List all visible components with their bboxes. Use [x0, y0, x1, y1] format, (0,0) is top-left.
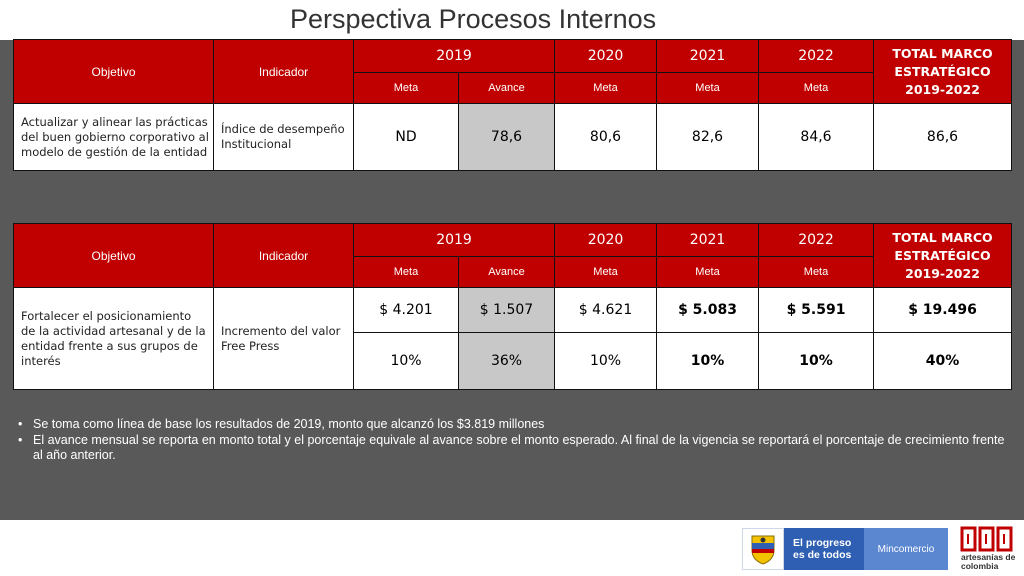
subheader-avance: Avance: [457, 256, 556, 288]
value-2019-meta: $ 4.201: [353, 287, 459, 333]
kpi-table-2: Objetivo Indicador 2019 2020 2021 2022 T…: [13, 223, 1013, 390]
value-total: 86,6: [873, 103, 1013, 171]
header-objetivo: Objetivo: [13, 39, 214, 104]
value-total: 40%: [873, 332, 1013, 390]
value-2019-avance: 36%: [457, 332, 556, 390]
value-2020-meta: $ 4.621: [554, 287, 658, 333]
ministry-label: Mincomercio: [864, 528, 948, 570]
value-2021-meta: 82,6: [656, 103, 760, 171]
notes-list: Se toma como línea de base los resultado…: [18, 417, 1008, 464]
value-2020-meta: 80,6: [554, 103, 658, 171]
indicador-cell: Índice de desempeño Institucional: [213, 103, 354, 171]
header-year-2020: 2020: [554, 39, 658, 73]
header-total: TOTAL MARCO ESTRATÉGICO 2019-2022: [873, 223, 1013, 288]
subheader-meta: Meta: [353, 256, 459, 288]
artesanias-brand-name: artesanías de colombia: [961, 552, 1016, 571]
government-logo-block: El progreso es de todos Mincomercio: [742, 528, 948, 570]
coat-of-arms-icon: [742, 528, 784, 570]
header-year-2020: 2020: [554, 223, 658, 257]
header-total: TOTAL MARCO ESTRATÉGICO 2019-2022: [873, 39, 1013, 104]
header-year-2022: 2022: [758, 39, 875, 73]
subheader-meta: Meta: [656, 256, 760, 288]
subheader-meta: Meta: [554, 256, 658, 288]
subheader-meta: Meta: [554, 72, 658, 104]
kpi-table-1: Objetivo Indicador 2019 2020 2021 2022 T…: [13, 39, 1013, 171]
header-year-2019: 2019: [352, 223, 556, 257]
objetivo-cell: Actualizar y alinear las prácticas del b…: [13, 103, 214, 171]
subheader-meta: Meta: [353, 72, 459, 104]
note-item: Se toma como línea de base los resultado…: [18, 417, 1008, 433]
value-2021-meta: 10%: [656, 332, 760, 390]
subheader-avance: Avance: [457, 72, 556, 104]
value-2022-meta: $ 5.591: [758, 287, 875, 333]
subheader-meta: Meta: [758, 72, 875, 104]
value-2019-meta: 10%: [353, 332, 459, 390]
gov-slogan: El progreso es de todos: [784, 528, 864, 570]
header-year-2019: 2019: [352, 39, 556, 73]
value-2019-avance: 78,6: [457, 103, 556, 171]
header-indicador: Indicador: [213, 39, 354, 104]
value-2022-meta: 84,6: [758, 103, 875, 171]
value-2019-avance: $ 1.507: [457, 287, 556, 333]
value-2021-meta: $ 5.083: [656, 287, 760, 333]
value-2019-meta: ND: [353, 103, 459, 171]
objetivo-cell: Fortalecer el posicionamiento de la acti…: [13, 287, 214, 390]
header-year-2022: 2022: [758, 223, 875, 257]
artesanias-logo-icon: [960, 526, 1013, 552]
header-year-2021: 2021: [656, 223, 760, 257]
value-2022-meta: 10%: [758, 332, 875, 390]
subheader-meta: Meta: [758, 256, 875, 288]
value-total: $ 19.496: [873, 287, 1013, 333]
header-objetivo: Objetivo: [13, 223, 214, 288]
note-item: El avance mensual se reporta en monto to…: [18, 433, 1008, 464]
slide-title: Perspectiva Procesos Internos: [290, 4, 657, 34]
indicador-cell: Incremento del valor Free Press: [213, 287, 354, 390]
subheader-meta: Meta: [656, 72, 760, 104]
title-bar: Perspectiva Procesos Internos: [0, 0, 1024, 40]
header-indicador: Indicador: [213, 223, 354, 288]
header-year-2021: 2021: [656, 39, 760, 73]
value-2020-meta: 10%: [554, 332, 658, 390]
